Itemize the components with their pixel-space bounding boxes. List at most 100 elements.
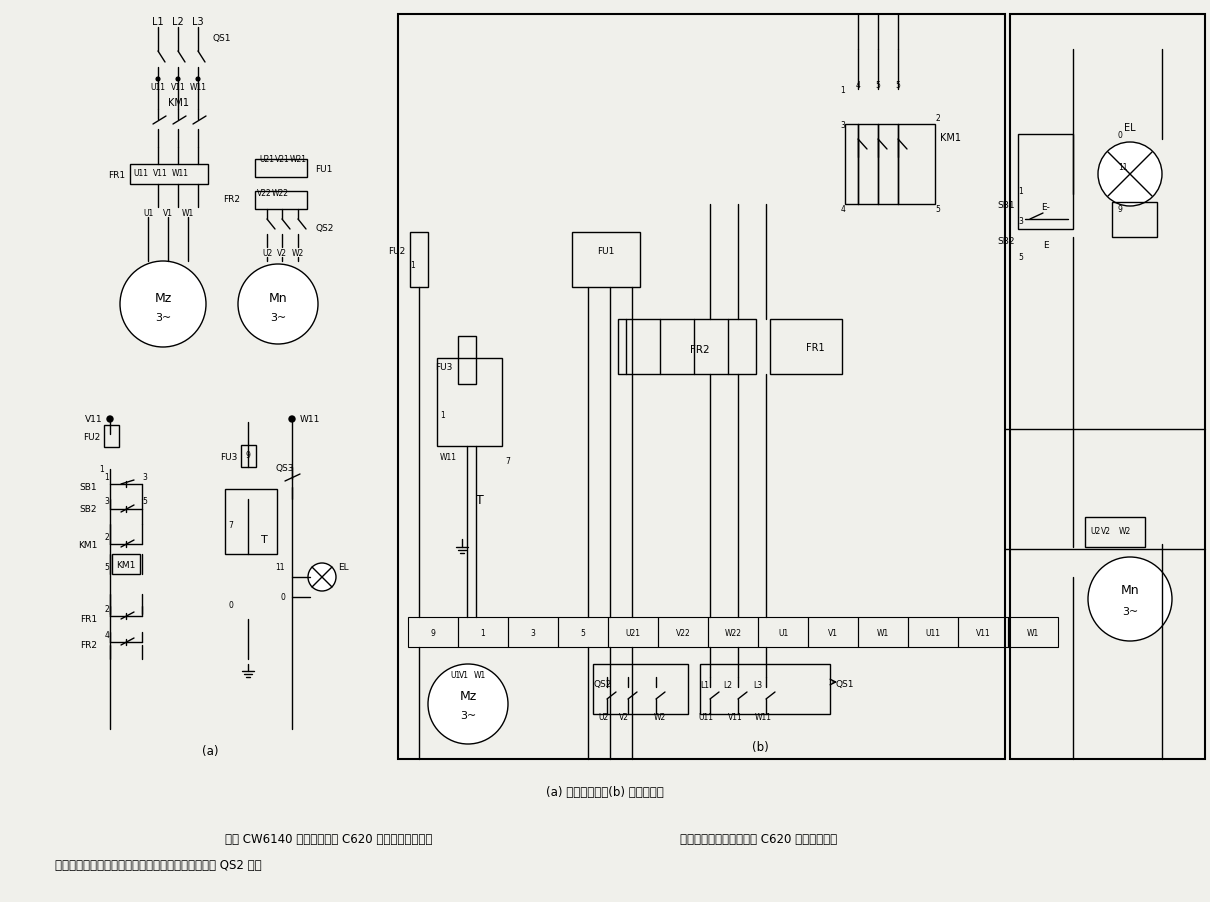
Text: 5: 5 <box>895 80 900 89</box>
Text: FR1: FR1 <box>108 171 125 180</box>
Bar <box>508 617 558 648</box>
Text: V1: V1 <box>459 670 469 678</box>
Text: V1: V1 <box>163 209 173 218</box>
Bar <box>408 617 459 648</box>
Text: 2: 2 <box>104 605 109 614</box>
Text: Mn: Mn <box>1120 583 1140 596</box>
Text: SB2: SB2 <box>997 237 1015 246</box>
Bar <box>958 617 1008 648</box>
Circle shape <box>289 417 295 422</box>
Text: 7: 7 <box>505 457 509 466</box>
Text: 1: 1 <box>104 472 109 481</box>
Text: W11: W11 <box>190 82 207 91</box>
Circle shape <box>106 417 113 422</box>
Text: FR1: FR1 <box>806 343 824 353</box>
Bar <box>104 426 119 447</box>
Text: 1: 1 <box>1018 188 1022 197</box>
Text: 5: 5 <box>581 628 586 637</box>
Text: FR2: FR2 <box>690 345 710 354</box>
Text: QS2: QS2 <box>593 680 611 689</box>
Text: 5: 5 <box>143 497 148 506</box>
Text: SB2: SB2 <box>80 505 97 514</box>
Bar <box>459 617 508 648</box>
Bar <box>1112 203 1157 238</box>
Text: V11: V11 <box>152 170 167 179</box>
Text: 11: 11 <box>276 563 286 572</box>
Text: V11: V11 <box>975 628 990 637</box>
Bar <box>113 555 140 575</box>
Text: U2: U2 <box>1090 527 1100 536</box>
Text: (a) 电气原理图；(b) 电气接线图: (a) 电气原理图；(b) 电气接线图 <box>546 786 664 798</box>
Circle shape <box>238 264 318 345</box>
Text: 制。但配电板的施工不如 C620 典型和合理。: 制。但配电板的施工不如 C620 典型和合理。 <box>680 833 837 845</box>
Bar <box>1008 617 1058 648</box>
Bar <box>858 617 908 648</box>
Text: 3~: 3~ <box>460 710 476 720</box>
Text: W21: W21 <box>289 154 306 163</box>
Circle shape <box>428 664 508 744</box>
Bar <box>1018 135 1073 230</box>
Text: T: T <box>261 534 267 545</box>
Text: 4: 4 <box>840 206 845 215</box>
Text: W22: W22 <box>725 628 742 637</box>
Text: 3~: 3~ <box>1122 606 1139 616</box>
Bar <box>558 617 607 648</box>
Text: U11: U11 <box>150 82 166 91</box>
Text: U1: U1 <box>778 628 788 637</box>
Text: 所示 CW6140 型车床电路和 C620 型车床电路类似，: 所示 CW6140 型车床电路和 C620 型车床电路类似， <box>225 833 432 845</box>
Text: W2: W2 <box>1119 527 1131 536</box>
Text: 3: 3 <box>840 120 845 129</box>
Text: T: T <box>476 493 484 506</box>
Text: W1: W1 <box>474 670 486 678</box>
Text: W11: W11 <box>172 170 189 179</box>
Circle shape <box>156 78 160 82</box>
Text: FU3: FU3 <box>220 453 237 462</box>
Circle shape <box>309 564 336 592</box>
Text: V22: V22 <box>257 189 271 198</box>
Text: EL: EL <box>1124 123 1136 133</box>
Text: U1: U1 <box>450 670 460 678</box>
Text: QS2: QS2 <box>315 224 334 232</box>
Text: 1: 1 <box>99 465 104 474</box>
Circle shape <box>175 78 180 82</box>
Text: 3~: 3~ <box>155 313 171 323</box>
Text: E: E <box>1043 240 1049 249</box>
Bar <box>437 359 502 446</box>
Bar <box>757 617 808 648</box>
Text: 0: 0 <box>227 600 232 609</box>
Text: U2: U2 <box>598 713 609 722</box>
Text: SB1: SB1 <box>80 483 97 492</box>
Text: W1: W1 <box>182 209 194 218</box>
Text: V2: V2 <box>277 249 287 258</box>
Text: V21: V21 <box>275 154 289 163</box>
Bar <box>770 319 842 374</box>
Bar <box>398 15 1006 759</box>
Text: 5: 5 <box>1018 253 1022 262</box>
Text: KM1: KM1 <box>77 540 97 549</box>
Text: U11: U11 <box>698 713 714 722</box>
Text: KM1: KM1 <box>116 560 136 569</box>
Text: 4: 4 <box>855 80 860 89</box>
Text: U1: U1 <box>143 209 154 218</box>
Text: Mn: Mn <box>269 291 287 304</box>
Circle shape <box>1088 557 1172 641</box>
Text: 5: 5 <box>935 206 940 215</box>
Bar <box>255 192 307 210</box>
Text: V22: V22 <box>675 628 691 637</box>
Bar <box>225 490 277 555</box>
Text: V2: V2 <box>620 713 629 722</box>
Bar <box>658 617 708 648</box>
Text: W2: W2 <box>292 249 304 258</box>
Text: W1: W1 <box>1027 628 1039 637</box>
Text: W11: W11 <box>440 453 457 462</box>
Text: 7: 7 <box>227 520 232 529</box>
Text: 是典型单向起动连续运转的电路，冷却泵电机用开关 QS2 来控: 是典型单向起动连续运转的电路，冷却泵电机用开关 QS2 来控 <box>54 859 261 871</box>
Text: U2: U2 <box>261 249 272 258</box>
Text: QS1: QS1 <box>212 33 230 42</box>
Text: V2: V2 <box>1101 527 1111 536</box>
Text: 1: 1 <box>410 260 415 269</box>
Bar <box>1085 518 1145 548</box>
Text: 3: 3 <box>530 628 536 637</box>
Bar <box>593 664 688 714</box>
Text: V11: V11 <box>86 415 103 424</box>
